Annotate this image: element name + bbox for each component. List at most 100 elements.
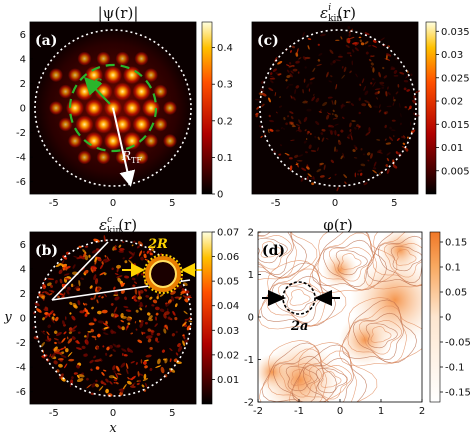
phase-contour [390,246,422,272]
energy-speckle [115,382,119,385]
energy-speckle [387,45,391,48]
energy-speckle [149,296,153,300]
x-tick-label: 0 [110,198,116,209]
energy-speckle [152,299,158,304]
energy-speckle [359,83,362,87]
energy-speckle [311,96,316,102]
energy-speckle [151,247,155,252]
energy-speckle [112,343,118,348]
energy-speckle [86,384,92,389]
energy-speckle [120,320,124,323]
energy-speckle [171,333,176,337]
energy-speckle [334,123,339,126]
energy-speckle [130,361,135,364]
energy-speckle [334,99,337,105]
panel-c-circle [259,29,417,187]
energy-speckle [70,379,74,385]
energy-speckle [53,360,58,365]
density-peak [96,150,111,165]
energy-speckle [97,320,105,324]
energy-speckle [260,135,263,138]
density-peak [68,68,82,83]
panel-b-yticks: -6 -4 -2 0 2 4 6 [16,240,33,398]
energy-speckle [358,125,361,130]
energy-speckle [83,302,86,306]
energy-speckle [270,80,274,84]
phase-contour [297,350,357,402]
energy-speckle [290,122,295,127]
energy-speckle [183,339,189,344]
energy-speckle [358,36,362,39]
energy-speckle [160,366,165,374]
energy-speckle [91,382,97,388]
energy-speckle [304,129,307,132]
energy-speckle [280,144,282,147]
energy-speckle [292,96,296,101]
y-tick-label: 6 [20,240,26,251]
energy-speckle [46,282,52,287]
energy-speckle [364,90,369,96]
energy-speckle [272,68,277,72]
energy-speckle [309,132,312,136]
energy-speckle [131,251,136,258]
energy-speckle [356,124,359,127]
energy-speckle [174,317,178,321]
energy-speckle [143,288,148,292]
energy-speckle [103,234,106,242]
panel-a-colorbar [201,21,213,195]
density-peak [104,131,122,150]
energy-speckle [135,309,139,313]
energy-speckle [360,163,366,167]
energy-speckle [281,126,283,130]
y-tick-label: 0 [20,314,26,325]
energy-speckle [379,83,385,87]
energy-speckle [122,352,124,356]
energy-speckle [348,33,351,37]
energy-speckle [93,238,100,243]
energy-speckle [64,278,70,280]
energy-speckle [412,99,417,104]
energy-speckle [399,122,403,126]
energy-speckle [300,177,304,182]
energy-speckle [133,240,136,243]
energy-speckle [155,316,157,321]
energy-speckle [367,159,370,162]
energy-speckle [386,54,388,60]
energy-speckle [137,339,143,344]
energy-speckle [73,372,78,375]
energy-speckle [65,316,67,320]
energy-speckle [72,325,78,330]
energy-speckle [144,321,148,325]
energy-speckle [69,329,76,332]
y-tick-label: 6 [20,30,26,41]
energy-speckle [360,148,363,151]
phase-contour [329,246,373,282]
density-peak [123,99,141,117]
y-tick-label: -2 [244,398,254,409]
energy-speckle [365,51,369,55]
energy-speckle [119,247,125,251]
energy-speckle [393,135,395,138]
density-peak [113,82,132,101]
energy-speckle [298,119,302,125]
energy-speckle [49,353,52,358]
energy-speckle [348,28,354,34]
energy-speckle [277,60,283,65]
energy-speckle [75,347,82,350]
energy-speckle [275,129,280,132]
energy-speckle [86,332,90,339]
energy-speckle [309,81,313,85]
y-tick-label: -6 [16,177,26,188]
phase-contour [341,299,417,364]
energy-speckle [385,53,392,57]
energy-speckle [84,313,88,317]
energy-speckle [284,152,290,156]
energy-speckle [104,255,107,258]
energy-speckle [109,354,113,357]
energy-speckle [182,340,186,347]
energy-speckle [138,290,141,297]
energy-speckle [332,60,336,64]
energy-speckle [154,323,158,328]
x-tick-label: 5 [169,408,175,419]
energy-speckle [333,146,337,152]
